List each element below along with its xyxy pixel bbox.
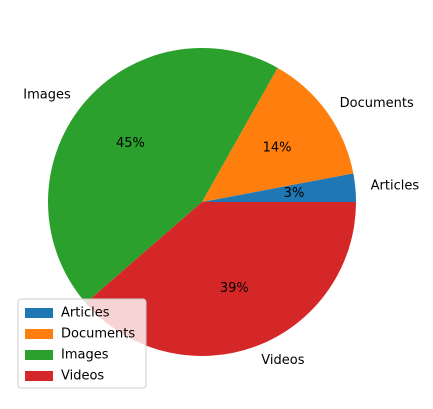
category-label-videos: Videos xyxy=(261,353,304,368)
pie-slice-videos xyxy=(85,202,357,356)
legend-label-articles: Articles xyxy=(61,306,110,321)
pie-slices xyxy=(48,48,357,356)
legend-entry-articles: Articles xyxy=(25,306,110,321)
percent-label-articles: 3% xyxy=(284,186,305,201)
legend-label-videos: Videos xyxy=(61,369,104,384)
percent-label-documents: 14% xyxy=(263,141,292,156)
legend-label-documents: Documents xyxy=(61,327,135,342)
category-label-articles: Articles xyxy=(371,179,420,194)
percent-label-images: 45% xyxy=(116,136,145,151)
legend-entry-videos: Videos xyxy=(25,369,104,384)
legend: Articles Documents Images Videos xyxy=(17,298,147,389)
category-label-images: Images xyxy=(23,87,71,102)
pie-slice-articles xyxy=(202,173,356,202)
percent-label-videos: 39% xyxy=(220,281,249,296)
legend-swatch-images xyxy=(25,350,53,360)
legend-entry-documents: Documents xyxy=(25,327,135,342)
legend-entry-images: Images xyxy=(25,348,109,363)
category-label-documents: Documents xyxy=(340,96,414,111)
pie-slice-documents xyxy=(202,67,354,202)
percent-labels: 3% 14% 45% 39% xyxy=(116,136,304,296)
category-labels: Articles Documents Images Videos xyxy=(23,87,419,368)
legend-swatch-documents xyxy=(25,329,53,339)
pie-slice-images xyxy=(48,48,278,304)
legend-frame xyxy=(17,298,147,389)
legend-swatch-videos xyxy=(25,371,53,381)
legend-label-images: Images xyxy=(61,348,109,363)
legend-swatch-articles xyxy=(25,308,53,318)
